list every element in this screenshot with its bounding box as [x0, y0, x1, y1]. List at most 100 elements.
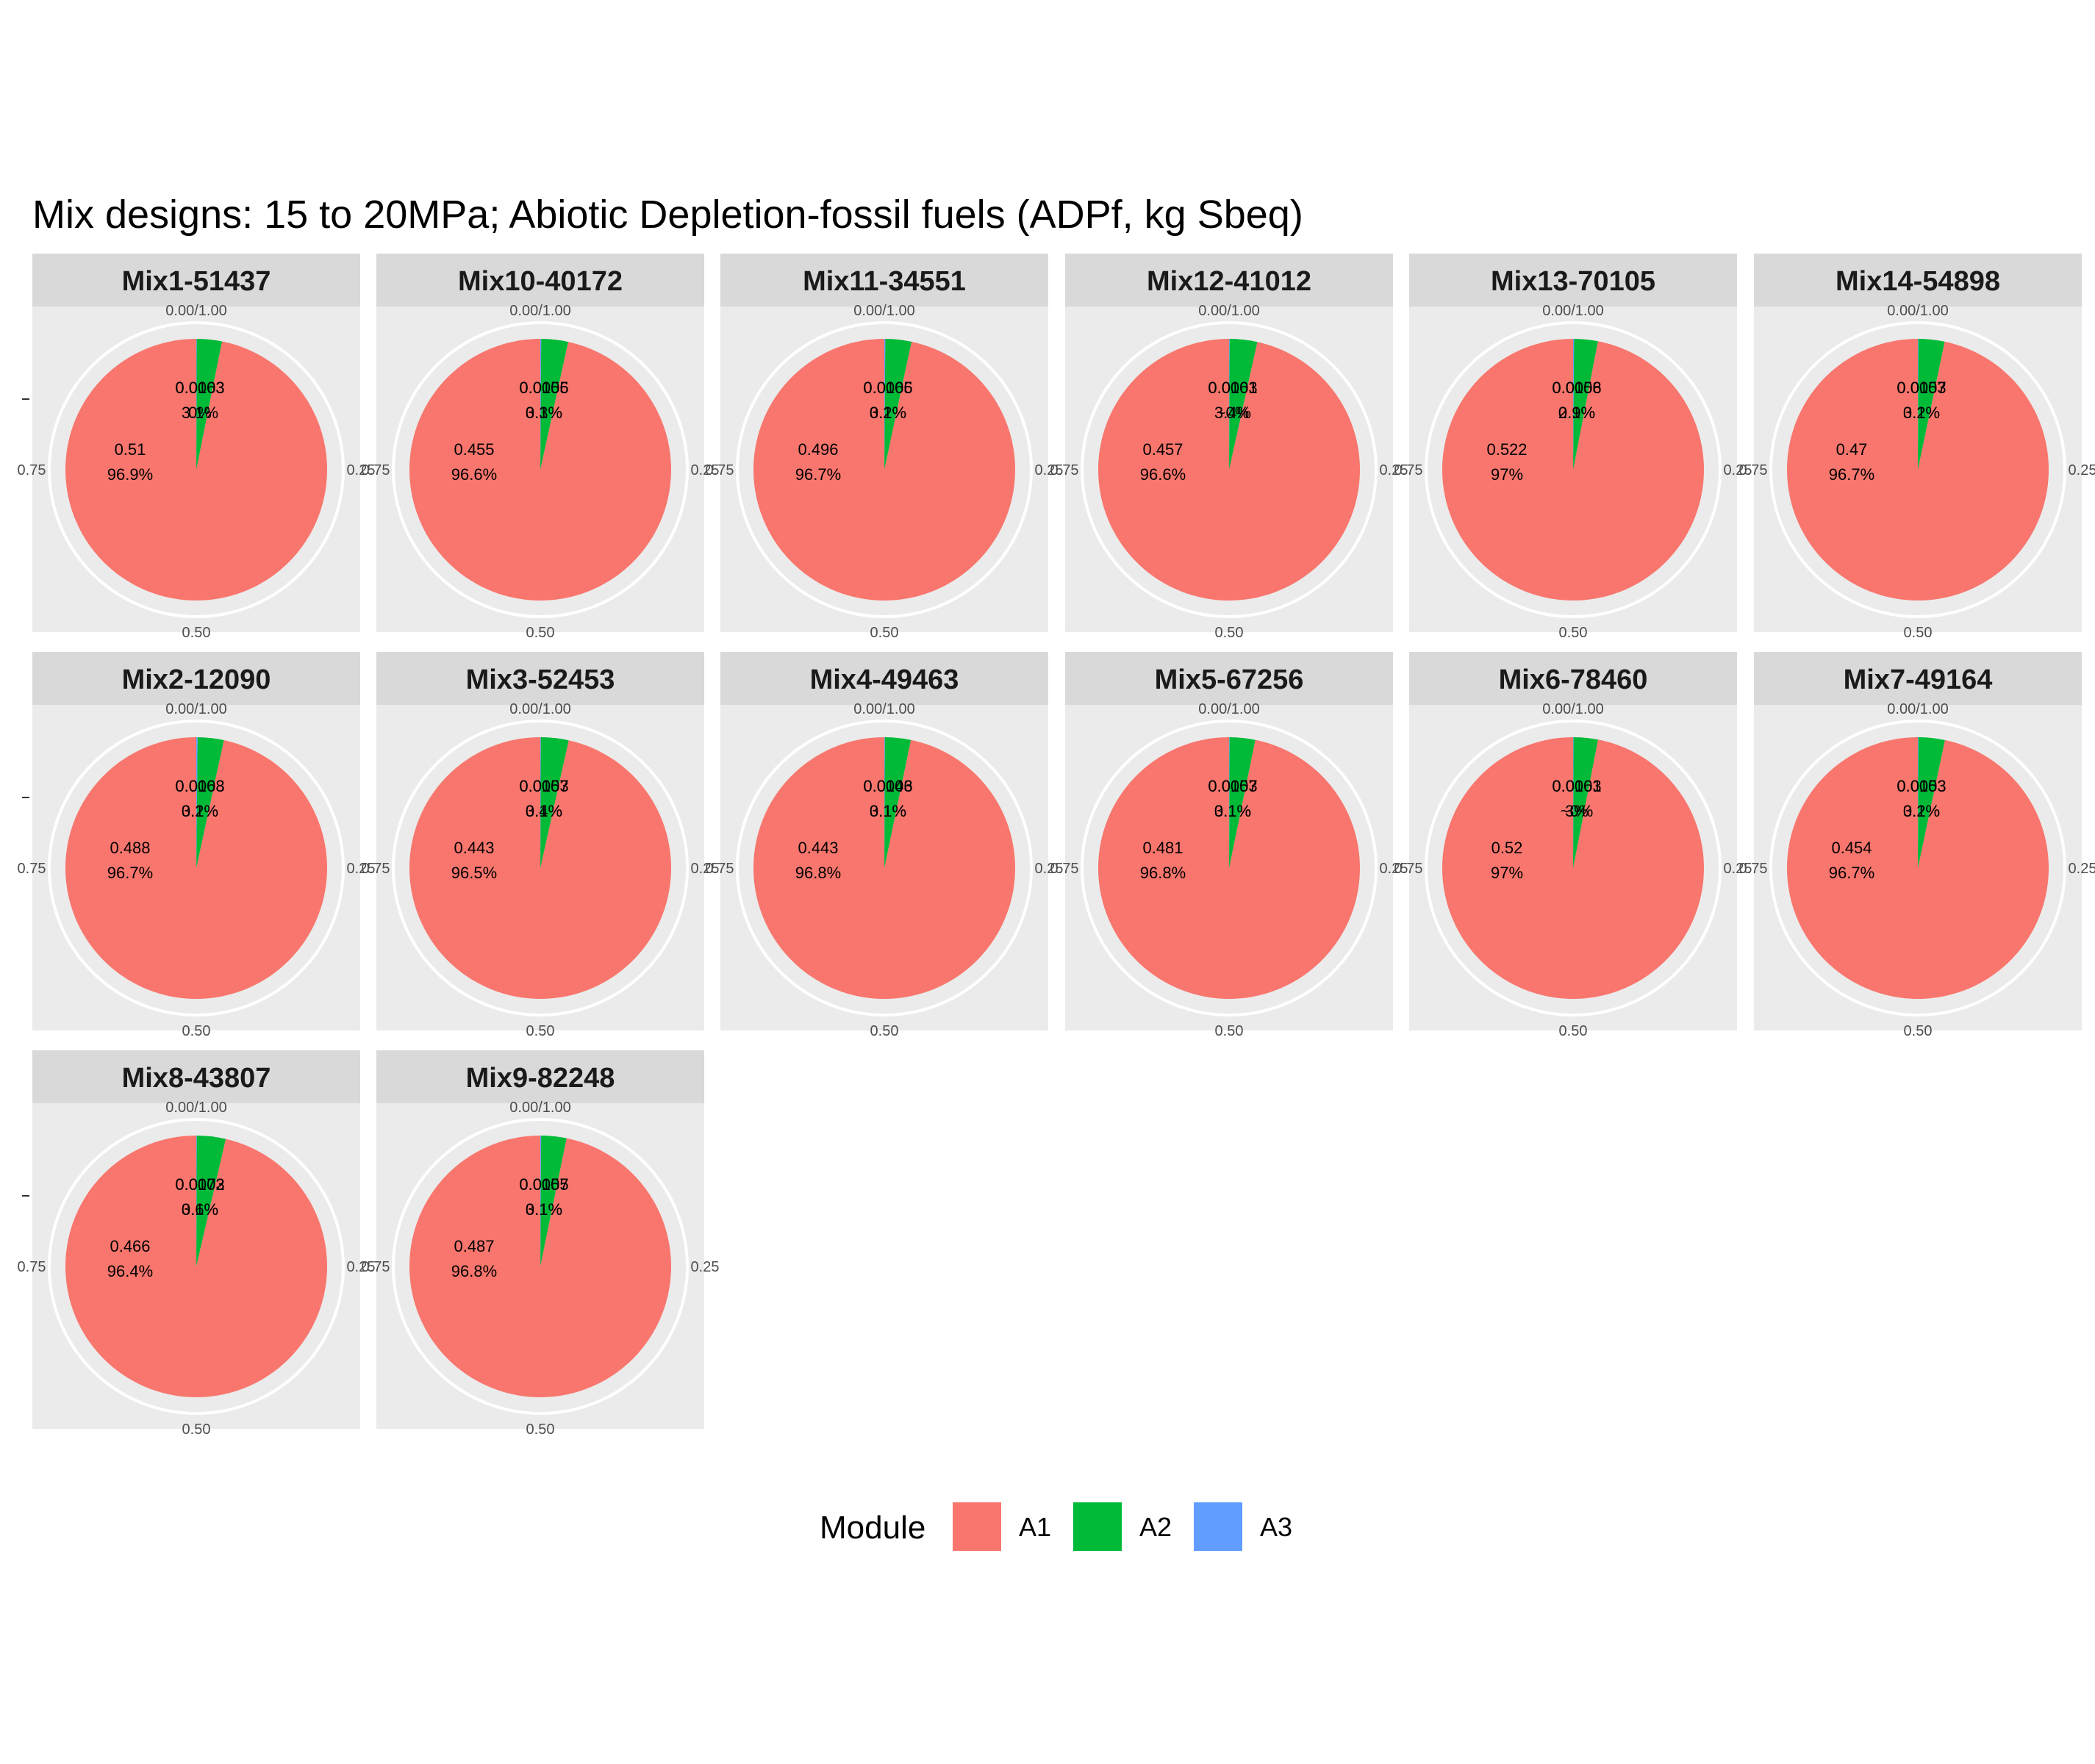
angular-tick-label: 0.25: [1380, 861, 1408, 877]
slice-percent-label: 3%: [1565, 802, 1589, 820]
panel: Mix11-34551 0.00/1.00 0.25 0.50 0.75 0.496 96.…: [706, 254, 1063, 641]
angular-tick-label: 0.00/1.00: [853, 303, 914, 319]
angular-tick-label: 0.75: [18, 462, 46, 478]
slice-value-label: 0.47: [1836, 440, 1868, 459]
panel: Mix10-40172 0.00/1.00 0.25 0.50 0.75 0.455 96.…: [362, 254, 720, 641]
slice-percent-label: 96.6%: [451, 465, 497, 484]
pie-slice-a3: [1573, 339, 1575, 470]
strip-background: [1409, 652, 1737, 705]
panel: Mix14-54898 0.00/1.00 0.25 0.50 0.75 0.47 96.7…: [1739, 254, 2095, 641]
pie-slice-a3: [540, 1136, 542, 1266]
pie-slice-a2: [884, 339, 912, 470]
slice-percent-label: 0%: [188, 404, 212, 422]
polar-gridline: [1425, 720, 1722, 1017]
slice-value-label: 0.0161: [1552, 777, 1601, 795]
angular-tick-label: 0.25: [691, 462, 720, 478]
strip-background: [376, 1050, 704, 1103]
slice-value-label: 0.0006: [1552, 379, 1601, 397]
pie-slice-a3: [196, 737, 198, 868]
angular-tick-label: 0.25: [691, 861, 720, 877]
slice-percent-label: 3.1%: [526, 1200, 562, 1219]
slice-percent-label: 3.1%: [1214, 802, 1251, 820]
polar-gridline: [1081, 720, 1378, 1017]
slice-percent-label: 96.7%: [795, 465, 841, 484]
chart-title: Mix designs: 15 to 20MPa; Abiotic Deplet…: [32, 193, 1303, 237]
pie-slice-a3: [1229, 339, 1230, 470]
slice-value-label: 0.0157: [1897, 379, 1946, 397]
slice-value-label: 0.455: [454, 440, 494, 459]
slice-value-label: 0.466: [110, 1237, 150, 1255]
pie-slice-a3: [540, 737, 541, 868]
slice-percent-label: 3.1%: [870, 802, 906, 820]
angular-tick-label: 0.25: [2069, 462, 2095, 478]
polar-gridline: [736, 720, 1033, 1017]
strip-background: [32, 652, 360, 705]
slice-percent-label: 0.1%: [526, 802, 562, 820]
legend: Module A1 A2 A3: [820, 1502, 1292, 1551]
angular-tick-label: 0.50: [1559, 625, 1588, 641]
angular-tick-label: 0.75: [1739, 462, 1768, 478]
slice-value-label: 0.457: [1142, 440, 1183, 459]
slice-percent-label: 96.4%: [107, 1262, 153, 1280]
angular-tick-label: 0.00/1.00: [853, 701, 914, 717]
angular-tick-label: 0.50: [526, 625, 555, 641]
strip-label: Mix5-67256: [1155, 664, 1304, 695]
slice-percent-label: 3.2%: [1903, 802, 1940, 820]
slice-value-label: 0.0003: [1897, 777, 1946, 795]
angular-tick-label: 0.50: [1215, 1023, 1244, 1039]
angular-tick-label: 0.00/1.00: [1198, 303, 1259, 319]
slice-value-label: 0.0003: [1208, 379, 1257, 397]
slice-value-label: 0.0172: [175, 1175, 224, 1194]
angular-tick-label: 0.00/1.00: [1198, 701, 1259, 717]
pie-slice-a3: [884, 339, 886, 470]
strip-background: [720, 254, 1048, 306]
slice-percent-label: 96.8%: [451, 1262, 497, 1280]
angular-tick-label: 0.25: [347, 861, 376, 877]
angular-tick-label: 0.75: [18, 861, 46, 877]
angular-tick-label: 0.00/1.00: [1542, 303, 1603, 319]
strip-background: [32, 254, 360, 306]
polar-gridline: [392, 720, 689, 1017]
slice-percent-label: ~0%: [1561, 802, 1594, 820]
slice-percent-label: 0.1%: [1903, 802, 1940, 820]
panel: Mix7-49164 0.00/1.00 0.25 0.50 0.75 0.454 96.7…: [1739, 652, 2095, 1039]
angular-tick-label: 0.25: [1035, 861, 1064, 877]
panel: Mix5-67256 0.00/1.00 0.25 0.50 0.75 0.481 96.8…: [1050, 652, 1408, 1039]
slice-value-label: 0.0163: [175, 379, 224, 397]
strip-background: [1754, 652, 2082, 705]
slice-value-label: 0.522: [1486, 440, 1527, 459]
slice-percent-label: ~0%: [1217, 404, 1250, 422]
slice-value-label: 0.0003: [1208, 777, 1257, 795]
strip-background: [32, 1050, 360, 1103]
slice-value-label: 0.0165: [863, 379, 912, 397]
slice-value-label: 0.487: [454, 1237, 494, 1255]
slice-value-label: 0.0003: [1552, 777, 1601, 795]
angular-tick-label: 0.00/1.00: [165, 303, 226, 319]
strip-label: Mix8-43807: [122, 1063, 271, 1094]
slice-value-label: 0.454: [1831, 839, 1872, 857]
angular-tick-label: 0.00/1.00: [1887, 701, 1948, 717]
angular-tick-label: 0.75: [18, 1259, 46, 1275]
slice-value-label: 0.0157: [519, 777, 568, 795]
slice-value-label: 0.0008: [175, 777, 224, 795]
polar-gridline: [1425, 321, 1722, 618]
polar-gridline: [48, 720, 345, 1017]
angular-tick-label: 0.50: [870, 1023, 899, 1039]
angular-tick-label: 0.75: [1394, 462, 1423, 478]
angular-tick-label: 0.00/1.00: [509, 1100, 570, 1116]
angular-tick-label: 0.50: [1559, 1023, 1588, 1039]
pie-slice-a2: [196, 737, 224, 868]
slice-value-label: 0.488: [110, 839, 150, 857]
slice-percent-label: 3.2%: [182, 802, 218, 820]
slice-percent-label: 96.5%: [451, 864, 497, 882]
angular-tick-label: 0.75: [1050, 462, 1079, 478]
slice-percent-label: 0.1%: [1558, 404, 1595, 422]
strip-label: Mix11-34551: [803, 266, 966, 297]
slice-percent-label: 96.9%: [107, 465, 153, 484]
legend-title: Module: [820, 1510, 925, 1546]
legend-label: A2: [1139, 1512, 1172, 1542]
strip-background: [720, 652, 1048, 705]
strip-label: Mix3-52453: [466, 664, 615, 695]
slice-value-label: 0.0156: [519, 379, 568, 397]
slice-percent-label: 97%: [1491, 465, 1523, 484]
